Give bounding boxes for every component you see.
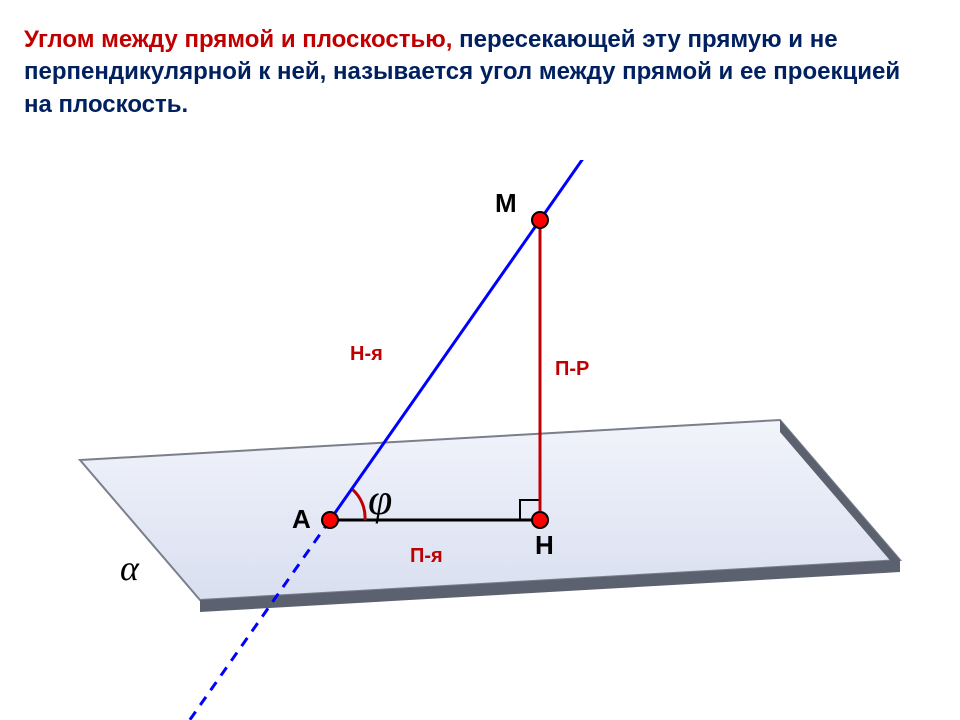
definition-text: Углом между прямой и плоскостью, пересек… xyxy=(24,24,920,121)
definition-part1: Углом между прямой и плоскостью, xyxy=(24,26,459,53)
label-a: A xyxy=(292,504,311,534)
label-oblique: Н-я xyxy=(350,343,383,365)
point-m xyxy=(532,212,548,228)
label-phi: φ xyxy=(368,475,392,524)
point-h xyxy=(532,512,548,528)
geometry-diagram: M A Н Н-я П-Р П-я α φ xyxy=(20,160,940,720)
label-perpendicular: П-Р xyxy=(555,358,589,380)
label-projection: П-я xyxy=(410,545,443,567)
point-a xyxy=(322,512,338,528)
label-alpha: α xyxy=(120,548,140,588)
label-h: Н xyxy=(535,530,554,560)
label-m: M xyxy=(495,188,517,218)
